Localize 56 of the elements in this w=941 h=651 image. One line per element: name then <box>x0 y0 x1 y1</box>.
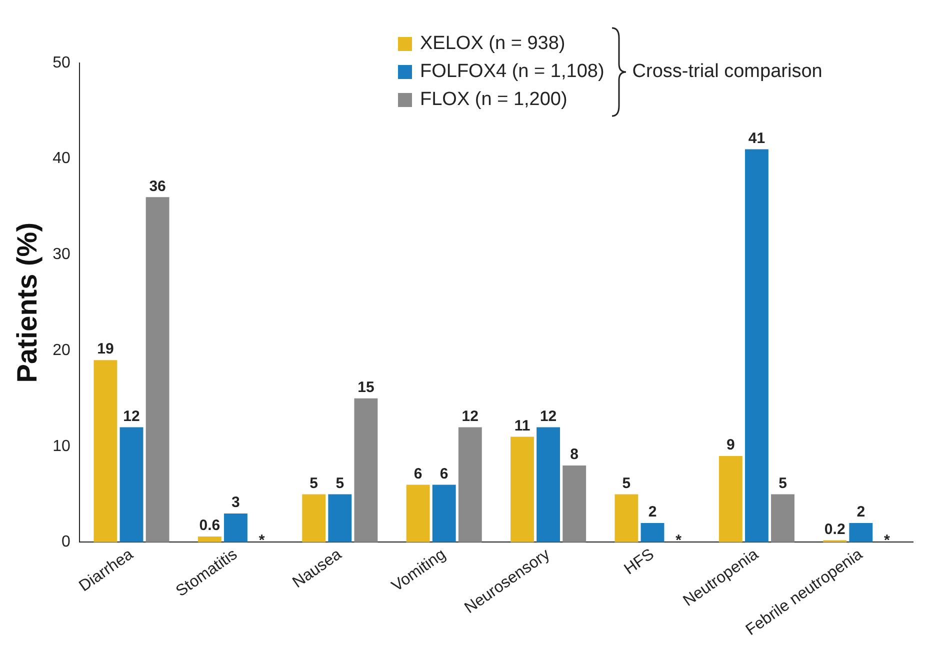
text: * <box>258 532 265 549</box>
y-tick-label: 30 <box>52 246 70 264</box>
data-label: 0.6 <box>199 517 220 534</box>
data-label: 5 <box>622 474 631 492</box>
data-label: 15 <box>358 379 374 396</box>
data-label: 2 <box>648 504 657 521</box>
bar <box>744 149 768 542</box>
y-tick-label: 50 <box>52 54 70 72</box>
bar <box>94 360 118 542</box>
y-tick-label: 0 <box>61 534 70 551</box>
data-label: 6 <box>440 465 448 482</box>
y-tick-label: 20 <box>52 342 70 359</box>
bar <box>640 523 664 542</box>
data-label: 0.2 <box>824 520 846 538</box>
bar <box>354 398 378 542</box>
bar <box>849 523 873 542</box>
data-label: 36 <box>149 178 166 195</box>
legend-label: FLOX (n = 1,200) <box>420 88 568 112</box>
data-label: 5 <box>336 474 344 492</box>
data-label: 12 <box>123 408 140 425</box>
data-label: 5 <box>778 474 787 492</box>
y-axis-title: Patients (%) <box>12 222 43 383</box>
bar <box>198 536 222 542</box>
legend-label: XELOX (n = 938) <box>420 32 566 56</box>
data-label: 6 <box>414 465 422 482</box>
bar <box>224 513 248 542</box>
y-tick-label: 10 <box>52 438 70 455</box>
data-label: 11 <box>514 417 530 434</box>
bar <box>120 427 144 542</box>
bar <box>510 436 534 542</box>
data-label: 41 <box>748 130 766 147</box>
data-label: 12 <box>540 408 557 425</box>
bar <box>718 456 742 542</box>
bar <box>536 427 560 542</box>
data-label: 12 <box>462 408 478 425</box>
text: * <box>676 532 682 549</box>
bar <box>771 494 794 542</box>
annotation: Cross-trial comparison <box>632 61 822 83</box>
bar <box>562 466 586 542</box>
bar <box>458 427 482 542</box>
bar <box>614 494 638 542</box>
data-label: 3 <box>232 494 240 512</box>
data-label: 2 <box>856 504 866 521</box>
data-label: 5 <box>310 474 318 492</box>
y-tick-label: 40 <box>52 150 70 168</box>
bar <box>302 494 326 542</box>
bar <box>328 494 352 542</box>
x-tick-label: HFS <box>621 546 658 578</box>
data-label: 9 <box>726 436 735 454</box>
bar <box>432 484 456 542</box>
bar <box>406 484 430 542</box>
legend-label: FOLFOX4 (n = 1,108) <box>420 60 604 84</box>
bar <box>146 197 170 542</box>
text: * <box>884 532 890 549</box>
data-label: 19 <box>97 340 114 358</box>
data-label: 8 <box>570 446 579 464</box>
